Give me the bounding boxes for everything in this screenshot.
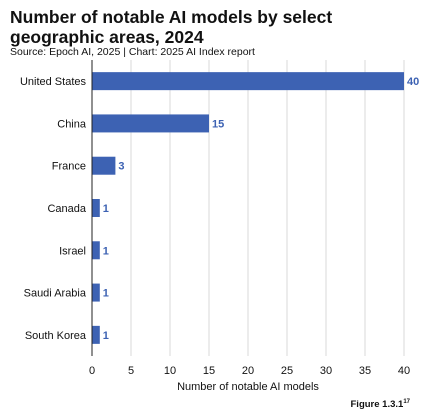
value-label: 3 [118,161,124,173]
figure-superscript: 17 [403,399,410,405]
value-label: 40 [407,76,419,88]
bar [92,72,404,91]
bar [92,241,100,260]
x-tick-label: 5 [128,365,134,377]
bar [92,156,116,175]
x-tick-label: 40 [398,365,410,377]
x-axis-label: Number of notable AI models [177,381,319,393]
category-label: France [52,161,86,173]
category-label: Saudi Arabia [24,288,87,300]
gridlines [130,60,405,356]
bar [92,283,100,302]
figure-number: Figure 1.3.117 [351,399,411,410]
value-label: 1 [103,203,109,215]
bar [92,199,100,217]
category-label: United States [20,76,87,88]
value-label: 1 [103,330,109,342]
category-labels: United States China France Canada Israel Saud… [20,76,87,342]
x-tick-label: 10 [164,365,176,377]
chart-source: Source: Epoch AI, 2025 | Chart: 2025 AI … [10,46,255,58]
category-label: China [57,118,87,130]
chart-title: Number of notable AI models by select ge… [10,7,333,47]
x-tick-label: 15 [203,365,215,377]
category-label: South Korea [25,330,87,342]
category-label: Canada [47,203,86,215]
x-tick-label: 25 [281,365,293,377]
x-tick-label: 30 [320,365,332,377]
category-label: Israel [59,245,86,257]
value-label: 1 [103,288,109,300]
value-labels: 40 15 3 1 1 1 1 [103,76,419,342]
figure-label: Figure 1.3.1 [350,399,404,411]
x-tick-label: 35 [359,365,371,377]
bars [92,72,404,344]
value-label: 15 [212,118,224,130]
bar [92,114,209,133]
value-label: 1 [103,245,109,257]
x-tick-label: 0 [89,365,95,377]
x-tick-labels: 0 5 10 15 20 25 30 35 40 [89,365,410,377]
bar [92,325,100,344]
x-tick-label: 20 [242,365,254,377]
